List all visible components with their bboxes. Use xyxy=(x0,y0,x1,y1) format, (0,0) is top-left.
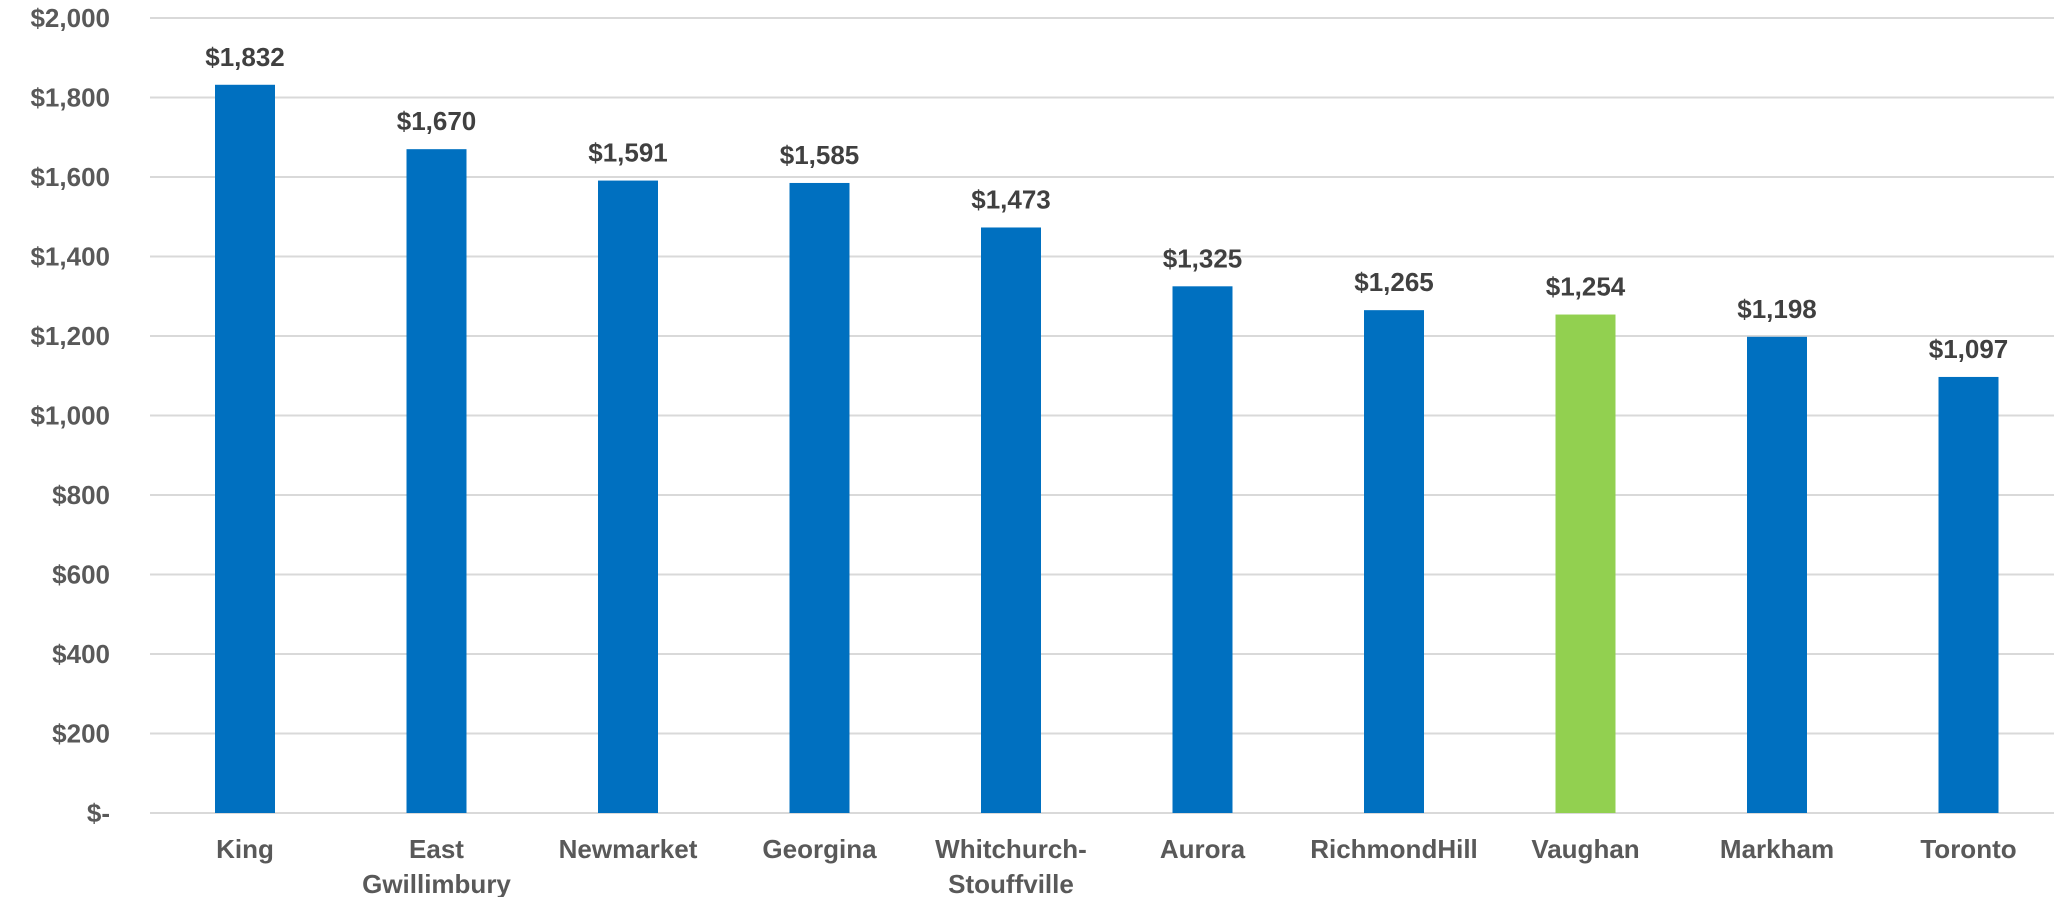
bar xyxy=(215,84,275,813)
data-label: $1,198 xyxy=(1737,294,1817,324)
data-label: $1,265 xyxy=(1354,267,1434,297)
bar xyxy=(789,182,850,813)
x-tick-label: RichmondHill xyxy=(1310,834,1478,864)
x-tick-label: Gwillimbury xyxy=(362,869,511,897)
x-tick-label: Aurora xyxy=(1160,834,1246,864)
x-tick-label: Newmarket xyxy=(559,834,698,864)
bar xyxy=(598,180,658,813)
bar xyxy=(981,227,1041,814)
data-label: $1,254 xyxy=(1546,272,1626,302)
y-tick-label: $1,600 xyxy=(30,162,110,192)
gridlines xyxy=(150,17,2054,814)
data-labels: $1,832 $1,670 $1,591 $1,585 $1,473 $1,325 $1,2… xyxy=(205,42,2008,364)
data-label: $1,097 xyxy=(1929,334,2009,364)
y-tick-label: $800 xyxy=(52,480,110,510)
y-axis-tick-labels: $- $200 $400 $600 $800 $1,000 $1,200 $1,400 $1,6… xyxy=(30,3,110,828)
x-tick-label: Georgina xyxy=(762,834,877,864)
x-tick-label: Vaughan xyxy=(1531,834,1639,864)
x-tick-label: King xyxy=(216,834,274,864)
x-tick-label: Whitchurch- xyxy=(935,834,1087,864)
y-tick-label: $1,800 xyxy=(30,83,110,113)
y-tick-label: $400 xyxy=(52,639,110,669)
x-tick-label: Toronto xyxy=(1920,834,2016,864)
bar xyxy=(1364,310,1424,813)
x-tick-label: Stouffville xyxy=(948,869,1074,897)
bar xyxy=(1172,286,1233,813)
bar xyxy=(1938,376,1999,813)
x-axis-tick-labels: King East Gwillimbury Newmarket Georgina Whit… xyxy=(216,834,2017,899)
bars xyxy=(215,84,1999,814)
data-label: $1,473 xyxy=(971,184,1051,214)
data-label: $1,325 xyxy=(1163,243,1243,273)
data-label: $1,591 xyxy=(588,138,668,168)
y-tick-label: $1,400 xyxy=(30,242,110,272)
data-label: $1,832 xyxy=(205,42,285,72)
data-label: $1,670 xyxy=(397,106,477,136)
bar xyxy=(1747,336,1807,813)
y-tick-label: $1,200 xyxy=(30,321,110,351)
y-tick-label: $- xyxy=(87,798,110,828)
y-tick-label: $2,000 xyxy=(30,3,110,33)
bar xyxy=(1555,314,1616,813)
data-label: $1,585 xyxy=(780,140,860,170)
x-tick-label: East xyxy=(409,834,464,864)
x-tick-label: Markham xyxy=(1720,834,1834,864)
y-tick-label: $1,000 xyxy=(30,401,110,431)
y-tick-label: $600 xyxy=(52,560,110,590)
bar xyxy=(406,149,467,814)
y-tick-label: $200 xyxy=(52,719,110,749)
